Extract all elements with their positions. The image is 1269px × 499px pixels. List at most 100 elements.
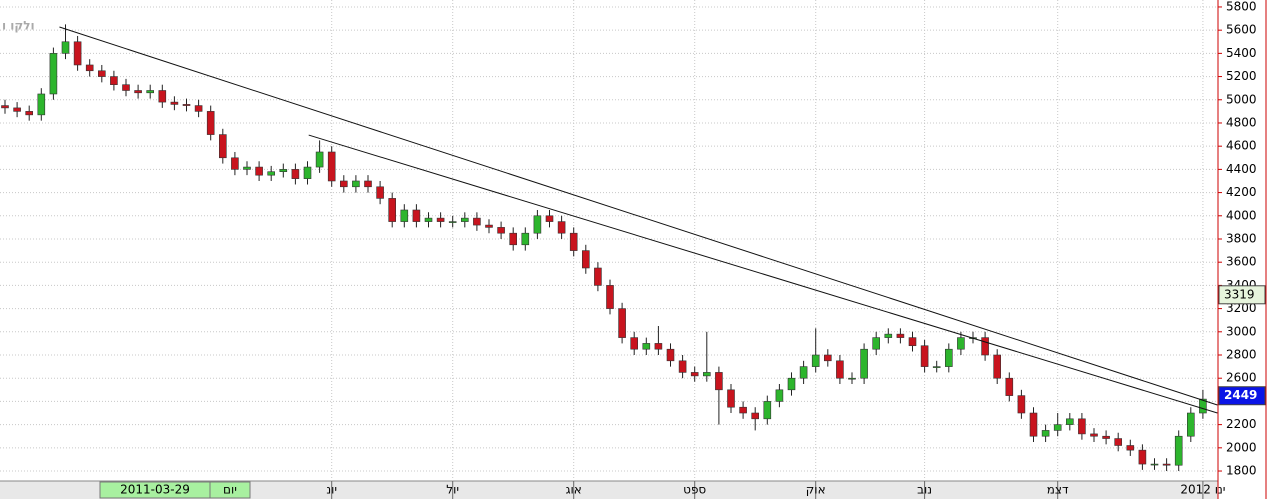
candle-body [715, 372, 723, 391]
y-tick-label: 3000 [1226, 324, 1257, 338]
candle-body [811, 354, 820, 367]
y-tick-label: 4000 [1226, 208, 1257, 222]
candle-body [545, 215, 554, 222]
candle-body [775, 389, 784, 402]
y-tick-label: 3800 [1226, 231, 1257, 245]
candle-body [594, 267, 602, 286]
candle-body [1150, 463, 1159, 466]
y-tick-label: 4400 [1226, 162, 1257, 176]
candle-body [339, 180, 348, 188]
candle-body [739, 406, 747, 414]
y-tick-label: 5200 [1226, 69, 1257, 83]
candle-body [315, 151, 324, 168]
y-tick-label: 4800 [1226, 115, 1257, 129]
price-marker-box [1218, 285, 1266, 305]
candle-body [1090, 433, 1098, 437]
candle-body [872, 337, 881, 350]
candle-body [327, 151, 336, 182]
candle-body [303, 166, 312, 179]
candle-body [920, 345, 929, 367]
x-tick-label: דצמ [1047, 483, 1069, 497]
candle-body [690, 372, 699, 377]
y-tick-label: 5000 [1226, 92, 1257, 106]
price-marker-box [1218, 386, 1266, 406]
candle-body [884, 333, 893, 338]
candle-body [61, 41, 70, 54]
candle-body [654, 343, 663, 350]
candle-body [473, 217, 481, 226]
candle-body [908, 337, 917, 347]
period-box[interactable] [209, 481, 251, 499]
cursor-date: 2011-03-29 [120, 483, 190, 497]
candle-body [1, 105, 9, 109]
candle-body [630, 337, 639, 350]
y-tick-label: 5800 [1226, 0, 1257, 13]
candle-body [1174, 435, 1183, 466]
candle-body [255, 166, 263, 176]
candle-body [85, 64, 94, 72]
candle-body [436, 217, 445, 222]
x-tick-label: אוק [806, 483, 826, 497]
candle-body [1187, 412, 1195, 437]
y-tick-label: 4200 [1226, 185, 1257, 199]
candle-body [1029, 412, 1038, 437]
y-tick-label: 3200 [1226, 301, 1257, 315]
candle-body [1066, 418, 1074, 425]
candle-body [569, 232, 578, 251]
trend-line [308, 134, 1218, 414]
y-tick-label: 2000 [1226, 440, 1257, 454]
candle-body [1005, 377, 1014, 396]
x-tick-label: יונ [326, 483, 337, 497]
candle-body [533, 215, 542, 234]
candle-body [194, 105, 203, 112]
candle-body [932, 366, 941, 368]
y-tick-label: 2200 [1226, 417, 1257, 431]
candle-body [581, 250, 590, 269]
y-tick-label: 3600 [1226, 255, 1257, 269]
candle-body [25, 111, 34, 116]
candle-body [231, 157, 239, 170]
candle-body [509, 232, 518, 246]
candle-body [13, 107, 21, 112]
price-marker-label: 2449 [1224, 388, 1257, 402]
candle-body [836, 360, 844, 379]
candle-body [1126, 445, 1135, 451]
y-tick-label: 2600 [1226, 371, 1257, 385]
candle-body [606, 285, 614, 309]
candle-body [944, 348, 953, 367]
y-tick-label: 4600 [1226, 139, 1257, 153]
candle-body [219, 134, 227, 159]
candle-body [110, 76, 118, 85]
y-tick-label: 1800 [1226, 464, 1257, 478]
candle-body [448, 221, 457, 223]
candle-body [823, 354, 832, 362]
x-tick-label: נוב [917, 483, 932, 497]
candle-body [243, 166, 251, 170]
trend-line [59, 26, 1218, 406]
x-axis-band [0, 481, 1218, 499]
candle-body [521, 232, 530, 246]
candle-body [702, 372, 711, 377]
x-tick-label: אוג [566, 483, 582, 497]
candle-body [1162, 463, 1171, 466]
candle-body [896, 333, 905, 338]
y-tick-label: 5600 [1226, 23, 1257, 37]
candle-body [146, 90, 154, 94]
candle-body [206, 111, 215, 135]
candle-body [460, 217, 469, 222]
candle-body [122, 84, 130, 91]
candle-body [1199, 398, 1207, 414]
candle-body [412, 209, 421, 222]
candle-body [170, 101, 179, 105]
price-marker-label: 3319 [1224, 287, 1255, 301]
candle-body [993, 354, 1002, 379]
period[interactable]: יום [223, 483, 237, 497]
candle-body [98, 70, 106, 77]
candle-body [678, 360, 687, 373]
candle-body [1053, 424, 1062, 431]
y-tick-label: 5400 [1226, 46, 1257, 60]
candle-body [182, 104, 191, 106]
candle-body [376, 186, 384, 199]
candle-body [981, 337, 989, 356]
candle-body [1138, 449, 1147, 465]
